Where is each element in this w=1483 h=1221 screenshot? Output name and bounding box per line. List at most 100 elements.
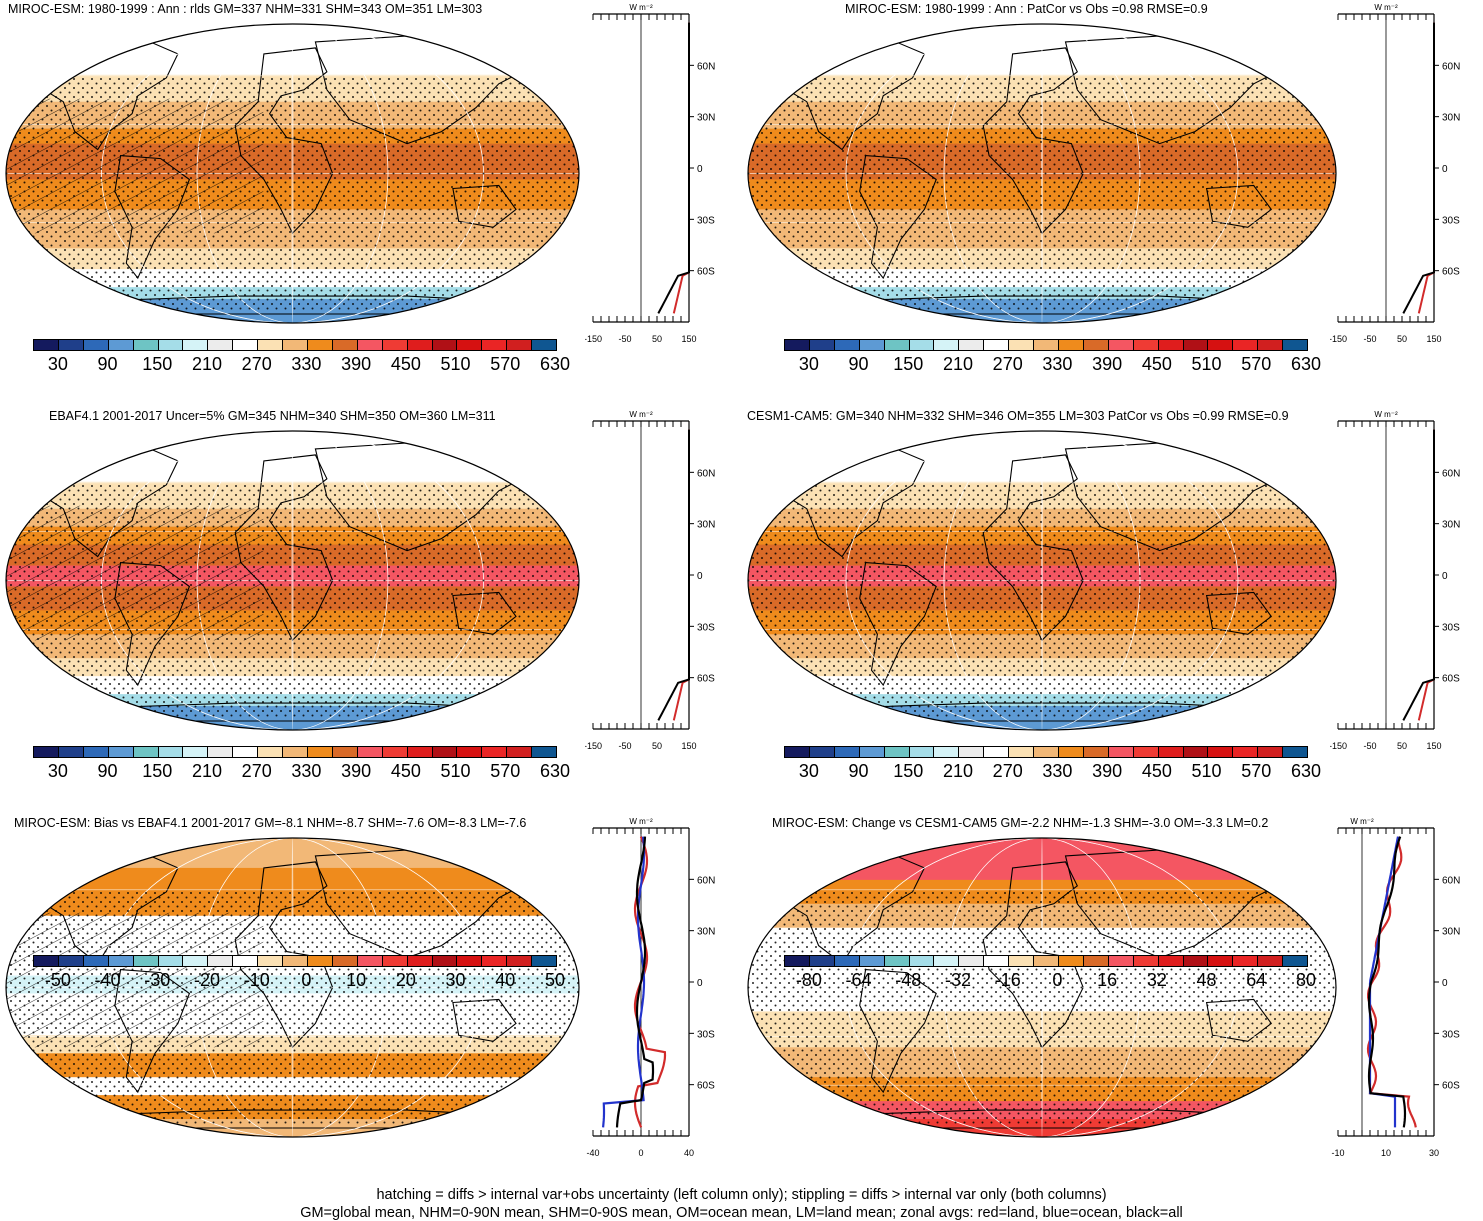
map-border [747,430,1337,731]
colorbar-swatch [158,747,184,757]
panel-title: MIROC-ESM: Bias vs EBAF4.1 2001-2017 GM=… [14,816,527,830]
colorbar-swatch [482,747,508,757]
colorbar-swatch [482,340,508,350]
colorbar-swatch [108,747,134,757]
colorbar-swatch [1258,340,1284,350]
zonal-lat-label: 30N [697,520,715,531]
colorbar-swatch [307,747,333,757]
colorbar-swatch [1058,956,1084,966]
colorbar-swatch [785,956,810,966]
colorbar-swatch [859,747,885,757]
colorbar-swatch [34,747,59,757]
colorbar [784,339,1308,351]
colorbar-tick-label: 570 [1241,761,1272,781]
colorbar-labels: 30 90 150 210 270 330 390 450 510 570 630 [784,761,1321,785]
zonal-all-curve [657,22,690,314]
colorbar-swatch [1058,340,1084,350]
colorbar-swatch [984,747,1010,757]
colorbar-swatch [1133,747,1159,757]
colorbar-swatch [108,340,134,350]
colorbar-swatch [909,340,935,350]
colorbar-swatch [507,956,533,966]
colorbar-labels: 30 90 150 210 270 330 390 450 510 570 630 [33,761,570,785]
colour-band [748,838,1336,881]
zonal-lat-label: 60N [1442,468,1460,479]
colorbar-swatch [58,747,84,757]
colorbar-swatch [283,340,308,350]
colorbar-tick-label: -10 [243,970,270,990]
colorbar-swatch [457,747,483,757]
zonal-x-label: -40 [586,1148,599,1158]
zonal-lat-label: 60N [697,468,715,479]
colorbar-tick-label: 10 [346,970,367,990]
colorbar-swatch [233,340,259,350]
colorbar-swatch [407,340,433,350]
colorbar-tick-label: 64 [1246,970,1267,990]
colorbar-swatch [183,340,209,350]
colorbar-labels: 30 90 150 210 270 330 390 450 510 570 630 [784,354,1321,378]
panel-miroc-patcor: MIROC-ESM: 1980-1999 : Ann : PatCor vs O… [742,0,1483,407]
zonal-lat-label: 30N [697,927,715,938]
colorbar-tick-label: -80 [795,970,822,990]
colorbar-swatch [1283,747,1308,757]
colorbar [784,746,1308,758]
colorbar-tick-label: 150 [142,354,173,374]
colorbar-tick-label: 510 [1191,354,1222,374]
colorbar-tick-label: 150 [893,761,924,781]
colorbar-tick-label: 570 [1241,354,1272,374]
colorbar-swatch [457,956,483,966]
colorbar-tick-label: -30 [144,970,171,990]
colorbar-swatch [1208,747,1234,757]
colorbar-swatch [1283,340,1308,350]
colorbar-swatch [83,747,109,757]
zonal-x-label: 150 [681,334,696,344]
colorbar-swatch [1108,747,1134,757]
colorbar-tick-label: 30 [445,970,466,990]
map-border [747,837,1337,1138]
zonal-lat-label: 60N [1442,875,1460,886]
zonal-mean-plot: W m⁻² 60N 30N 0 30S 60S -150 -50 50 150 [1330,410,1460,751]
zonal-x-label: -50 [1363,741,1376,751]
colorbar-swatch [1133,340,1159,350]
colorbar-swatch [158,340,184,350]
zonal-x-label: 150 [681,741,696,751]
colorbar-swatch [432,747,458,757]
zonal-lat-label: 0 [1442,571,1448,582]
zonal-x-label: -150 [585,741,602,751]
zonal-x-label: -150 [1330,741,1347,751]
zonal-x-label: 50 [652,334,662,344]
colorbar-swatch [407,956,433,966]
colorbar-tick-label: 270 [241,354,272,374]
colorbar-swatch [1009,747,1035,757]
footer-caption-line1: hatching = diffs > internal var+obs unce… [376,1187,1107,1203]
panel-miroc-climatology: MIROC-ESM: 1980-1999 : Ann : rlds GM=337… [0,0,741,407]
colorbar-swatch [357,956,383,966]
colorbar-swatch [133,747,159,757]
zonal-x-label: -150 [585,334,602,344]
colorbar-tick-label: 210 [191,761,223,781]
map-field [6,24,579,323]
zonal-lat-label: 30S [1442,1029,1460,1040]
map-border [5,430,580,731]
colorbar-tick-label: 510 [1191,761,1222,781]
zonal-lat-label: 0 [1442,164,1448,175]
panel-miroc-change: MIROC-ESM: Change vs CESM1-CAM5 GM=-2.2 … [742,814,1483,1221]
zonal-x-label: 150 [1426,334,1441,344]
colorbar-swatch [1034,340,1059,350]
colorbar-swatch [83,340,109,350]
colorbar-tick-label: 390 [1092,354,1123,374]
colorbar-tick-label: 16 [1097,970,1118,990]
colorbar-tick-label: 330 [1042,354,1073,374]
colorbar-swatch [482,956,508,966]
colorbar-swatch [1258,956,1284,966]
colorbar-labels: -80 -64 -48 -32 -16 0 16 32 48 64 80 [784,970,1316,994]
colorbar-swatch [1058,747,1084,757]
zonal-land-curve [633,836,667,1128]
colorbar-swatch [884,956,910,966]
colorbar-tick-label: 270 [992,761,1023,781]
colorbar-swatch [959,340,985,350]
colorbar-swatch [884,747,910,757]
zonal-land-curve [672,22,690,314]
colorbar-tick-label: 570 [490,761,521,781]
colorbar-swatch [1158,747,1184,757]
